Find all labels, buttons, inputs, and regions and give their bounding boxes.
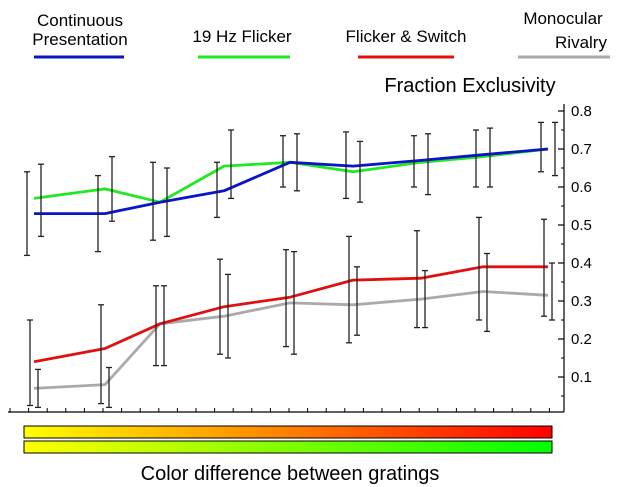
error-bar-19hz-flicker (38, 163, 44, 238)
error-bar-monocular-rivalry (484, 252, 490, 333)
y-tick-label: 0.1 (571, 369, 592, 386)
colorbars (23, 425, 553, 454)
error-bar-monocular-rivalry (35, 368, 41, 409)
error-bar-19hz-flicker (357, 140, 363, 203)
legend-label-monocular-line1: Monocular (523, 9, 603, 28)
error-bar-flicker-switch (217, 258, 223, 355)
error-bar-monocular-rivalry (225, 273, 231, 359)
error-bar-flicker-switch (346, 235, 352, 344)
y-tick-label: 0.3 (571, 293, 592, 310)
y-tick-label: 0.7 (571, 141, 592, 158)
colorbar-yellow-green (23, 440, 553, 454)
error-bar-flicker-switch (153, 285, 159, 367)
error-bar-continuous-presentation (411, 135, 417, 188)
series-line-continuous-presentation (34, 147, 549, 216)
error-bar-continuous-presentation (95, 174, 101, 253)
legend-label-flicker: 19 Hz Flicker (192, 27, 292, 46)
x-axis-label: Color difference between gratings (141, 463, 440, 485)
y-tick-label: 0.5 (571, 217, 592, 234)
error-bar-flicker-switch (414, 230, 420, 329)
error-bar-continuous-presentation (343, 131, 349, 200)
error-bar-continuous-presentation (214, 161, 220, 219)
error-bar-19hz-flicker (228, 129, 234, 200)
error-bar-flicker-switch (283, 249, 289, 348)
series-line-monocular-rivalry (33, 290, 549, 390)
error-bar-flicker-switch (476, 216, 482, 321)
error-bar-continuous-presentation (24, 171, 30, 257)
error-bar-monocular-rivalry (291, 250, 297, 355)
y-ticks: 0.1 0.2 0.3 0.4 0.5 0.6 0.7 0.8 (558, 103, 592, 397)
y-tick-label: 0.4 (571, 255, 592, 272)
chart-title: Fraction Exclusivity (384, 75, 555, 97)
error-bar-monocular-rivalry (354, 266, 360, 336)
series-layer (33, 147, 549, 390)
error-bar-19hz-flicker (425, 133, 431, 196)
error-bar-continuous-presentation (473, 129, 479, 188)
error-bar-monocular-rivalry (549, 262, 555, 321)
y-tick-label: 0.6 (571, 179, 592, 196)
error-bar-19hz-flicker (164, 167, 170, 238)
error-bar-continuous-presentation (150, 161, 156, 241)
colorbar-yellow-red (23, 425, 553, 439)
error-bar-flicker-switch (541, 218, 547, 317)
error-bar-continuous-presentation (280, 135, 286, 188)
legend-label-flicker-switch: Flicker & Switch (346, 27, 467, 46)
axes: 0.1 0.2 0.3 0.4 0.5 0.6 0.7 0.8 (8, 103, 592, 413)
series-line-flicker-switch (33, 265, 548, 364)
y-tick-label: 0.8 (571, 103, 592, 120)
y-tick-label: 0.2 (571, 331, 592, 348)
x-ticks (9, 408, 550, 412)
error-bar-19hz-flicker (294, 133, 300, 192)
error-bar-flicker-switch (27, 319, 33, 407)
legend-label-continuous-line2: Presentation (32, 30, 127, 49)
errorbar-layer (24, 121, 558, 409)
error-bar-19hz-flicker (487, 127, 493, 188)
error-bar-monocular-rivalry (106, 366, 112, 409)
error-bar-monocular-rivalry (422, 269, 428, 329)
error-bar-continuous-presentation (538, 121, 544, 173)
legend: Continuous Presentation 19 Hz Flicker Fl… (32, 9, 610, 59)
legend-label-continuous-line1: Continuous (37, 11, 123, 30)
error-bar-19hz-flicker (109, 155, 115, 222)
error-bar-flicker-switch (98, 304, 104, 405)
legend-label-monocular-line2: Rivalry (555, 33, 607, 52)
error-bar-19hz-flicker (552, 121, 558, 177)
error-bar-monocular-rivalry (161, 285, 167, 367)
